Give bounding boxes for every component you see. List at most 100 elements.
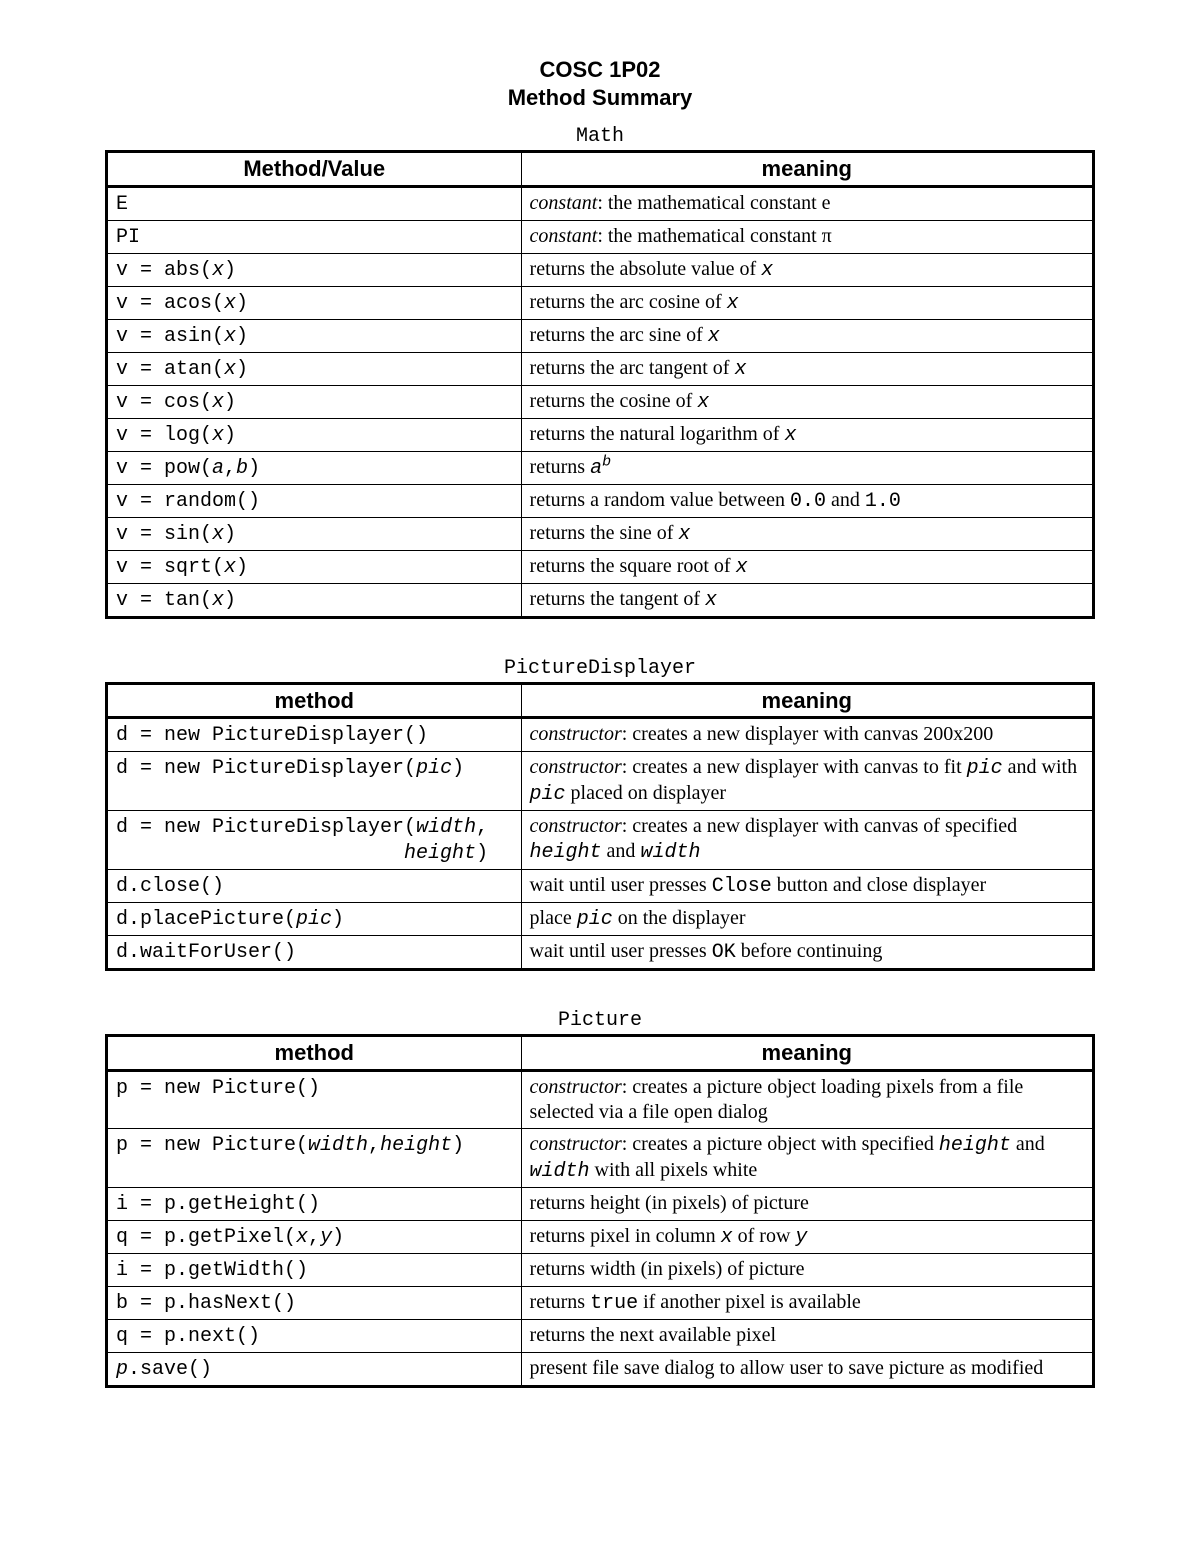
table-header-row: method meaning bbox=[107, 1036, 1094, 1071]
meaning-cell: wait until user presses Close button and… bbox=[521, 870, 1093, 903]
method-cell: d.placePicture(pic) bbox=[107, 903, 522, 936]
meaning-cell: returns the next available pixel bbox=[521, 1319, 1093, 1352]
meaning-cell: returns the sine of x bbox=[521, 517, 1093, 550]
method-cell: v = random() bbox=[107, 484, 522, 517]
meaning-cell: present file save dialog to allow user t… bbox=[521, 1352, 1093, 1386]
table-row: v = sin(x)returns the sine of x bbox=[107, 517, 1094, 550]
method-cell: d.close() bbox=[107, 870, 522, 903]
col-method: method bbox=[107, 683, 522, 718]
method-cell: i = p.getHeight() bbox=[107, 1187, 522, 1220]
meaning-cell: returns the absolute value of x bbox=[521, 253, 1093, 286]
picturedisplayer-caption: PictureDisplayer bbox=[105, 657, 1095, 680]
method-cell: d = new PictureDisplayer(pic) bbox=[107, 752, 522, 811]
picture-table: method meaning p = new Picture()construc… bbox=[105, 1034, 1095, 1388]
table-row: v = log(x)returns the natural logarithm … bbox=[107, 418, 1094, 451]
method-cell: E bbox=[107, 186, 522, 220]
table-row: v = tan(x)returns the tangent of x bbox=[107, 583, 1094, 617]
meaning-cell: constructor: creates a picture object lo… bbox=[521, 1070, 1093, 1128]
col-method: method bbox=[107, 1036, 522, 1071]
table-row: p = new Picture(width,height)constructor… bbox=[107, 1128, 1094, 1187]
table-row: q = p.getPixel(x,y)returns pixel in colu… bbox=[107, 1220, 1094, 1253]
title-line-2: Method Summary bbox=[105, 84, 1095, 112]
meaning-cell: constructor: creates a picture object wi… bbox=[521, 1128, 1093, 1187]
table-row: v = cos(x)returns the cosine of x bbox=[107, 385, 1094, 418]
table-row: v = sqrt(x)returns the square root of x bbox=[107, 550, 1094, 583]
table-row: p.save()present file save dialog to allo… bbox=[107, 1352, 1094, 1386]
table-row: d.waitForUser()wait until user presses O… bbox=[107, 936, 1094, 970]
method-cell: v = sin(x) bbox=[107, 517, 522, 550]
meaning-cell: returns the cosine of x bbox=[521, 385, 1093, 418]
meaning-cell: constant: the mathematical constant e bbox=[521, 186, 1093, 220]
table-row: v = abs(x)returns the absolute value of … bbox=[107, 253, 1094, 286]
table-header-row: method meaning bbox=[107, 683, 1094, 718]
table-row: v = asin(x)returns the arc sine of x bbox=[107, 319, 1094, 352]
table-row: v = acos(x)returns the arc cosine of x bbox=[107, 286, 1094, 319]
meaning-cell: returns the arc sine of x bbox=[521, 319, 1093, 352]
meaning-cell: returns ab bbox=[521, 451, 1093, 484]
title-line-1: COSC 1P02 bbox=[105, 56, 1095, 84]
table-row: d.placePicture(pic)place pic on the disp… bbox=[107, 903, 1094, 936]
table-row: i = p.getWidth()returns width (in pixels… bbox=[107, 1253, 1094, 1286]
meaning-cell: returns the arc cosine of x bbox=[521, 286, 1093, 319]
table-row: p = new Picture()constructor: creates a … bbox=[107, 1070, 1094, 1128]
col-method-value: Method/Value bbox=[107, 152, 522, 187]
table-row: i = p.getHeight()returns height (in pixe… bbox=[107, 1187, 1094, 1220]
meaning-cell: returns the natural logarithm of x bbox=[521, 418, 1093, 451]
col-meaning: meaning bbox=[521, 683, 1093, 718]
math-caption: Math bbox=[105, 125, 1095, 148]
table-row: PIconstant: the mathematical constant π bbox=[107, 220, 1094, 253]
meaning-cell: returns a random value between 0.0 and 1… bbox=[521, 484, 1093, 517]
table-row: v = pow(a,b)returns ab bbox=[107, 451, 1094, 484]
table-row: Econstant: the mathematical constant e bbox=[107, 186, 1094, 220]
meaning-cell: place pic on the displayer bbox=[521, 903, 1093, 936]
method-cell: v = acos(x) bbox=[107, 286, 522, 319]
method-cell: b = p.hasNext() bbox=[107, 1286, 522, 1319]
picture-caption: Picture bbox=[105, 1009, 1095, 1032]
col-meaning: meaning bbox=[521, 1036, 1093, 1071]
method-cell: v = cos(x) bbox=[107, 385, 522, 418]
table-row: b = p.hasNext()returns true if another p… bbox=[107, 1286, 1094, 1319]
method-cell: v = sqrt(x) bbox=[107, 550, 522, 583]
meaning-cell: constructor: creates a new displayer wit… bbox=[521, 718, 1093, 752]
method-cell: v = tan(x) bbox=[107, 583, 522, 617]
meaning-cell: returns width (in pixels) of picture bbox=[521, 1253, 1093, 1286]
method-cell: i = p.getWidth() bbox=[107, 1253, 522, 1286]
table-row: v = random()returns a random value betwe… bbox=[107, 484, 1094, 517]
table-row: q = p.next()returns the next available p… bbox=[107, 1319, 1094, 1352]
table-header-row: Method/Value meaning bbox=[107, 152, 1094, 187]
meaning-cell: constructor: creates a new displayer wit… bbox=[521, 752, 1093, 811]
method-cell: p.save() bbox=[107, 1352, 522, 1386]
page-title: COSC 1P02 Method Summary bbox=[105, 56, 1095, 111]
col-meaning: meaning bbox=[521, 152, 1093, 187]
table-row: d.close()wait until user presses Close b… bbox=[107, 870, 1094, 903]
method-cell: PI bbox=[107, 220, 522, 253]
meaning-cell: returns true if another pixel is availab… bbox=[521, 1286, 1093, 1319]
meaning-cell: returns pixel in column x of row y bbox=[521, 1220, 1093, 1253]
method-cell: d.waitForUser() bbox=[107, 936, 522, 970]
table-row: v = atan(x)returns the arc tangent of x bbox=[107, 352, 1094, 385]
page: COSC 1P02 Method Summary Math Method/Val… bbox=[0, 0, 1200, 1553]
method-cell: v = atan(x) bbox=[107, 352, 522, 385]
table-row: d = new PictureDisplayer(pic)constructor… bbox=[107, 752, 1094, 811]
meaning-cell: returns the tangent of x bbox=[521, 583, 1093, 617]
meaning-cell: returns the square root of x bbox=[521, 550, 1093, 583]
method-cell: v = log(x) bbox=[107, 418, 522, 451]
meaning-cell: returns height (in pixels) of picture bbox=[521, 1187, 1093, 1220]
method-cell: d = new PictureDisplayer(width, height) bbox=[107, 811, 522, 870]
table-row: d = new PictureDisplayer(width, height)c… bbox=[107, 811, 1094, 870]
method-cell: q = p.getPixel(x,y) bbox=[107, 1220, 522, 1253]
method-cell: v = pow(a,b) bbox=[107, 451, 522, 484]
method-cell: d = new PictureDisplayer() bbox=[107, 718, 522, 752]
meaning-cell: returns the arc tangent of x bbox=[521, 352, 1093, 385]
method-cell: p = new Picture() bbox=[107, 1070, 522, 1128]
math-table: Method/Value meaning Econstant: the math… bbox=[105, 150, 1095, 619]
meaning-cell: constructor: creates a new displayer wit… bbox=[521, 811, 1093, 870]
table-row: d = new PictureDisplayer()constructor: c… bbox=[107, 718, 1094, 752]
method-cell: q = p.next() bbox=[107, 1319, 522, 1352]
method-cell: v = asin(x) bbox=[107, 319, 522, 352]
method-cell: p = new Picture(width,height) bbox=[107, 1128, 522, 1187]
method-cell: v = abs(x) bbox=[107, 253, 522, 286]
meaning-cell: wait until user presses OK before contin… bbox=[521, 936, 1093, 970]
meaning-cell: constant: the mathematical constant π bbox=[521, 220, 1093, 253]
picturedisplayer-table: method meaning d = new PictureDisplayer(… bbox=[105, 682, 1095, 972]
